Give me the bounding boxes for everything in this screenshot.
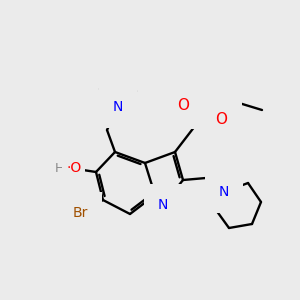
Text: H: H (55, 161, 64, 175)
Text: N: N (219, 185, 229, 199)
Text: N: N (158, 198, 168, 212)
Text: O: O (215, 112, 227, 127)
Text: ·O: ·O (66, 161, 81, 175)
Text: O: O (177, 98, 189, 113)
Text: N: N (113, 100, 123, 114)
Text: Br: Br (72, 206, 88, 220)
